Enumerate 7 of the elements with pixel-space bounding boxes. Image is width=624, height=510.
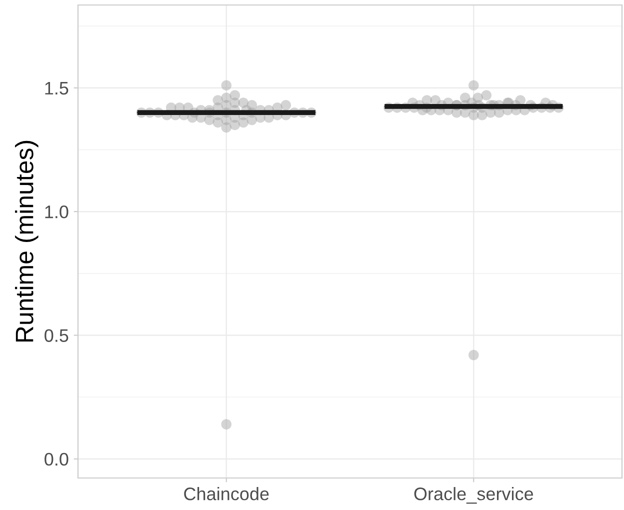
x-tick-label: Oracle_service bbox=[414, 487, 534, 504]
x-tick-label: Chaincode bbox=[184, 487, 269, 500]
y-tick-label: 1.5 bbox=[45, 82, 68, 95]
y-tick-label: 0.5 bbox=[44, 329, 68, 342]
y-tick-label: 1.0 bbox=[45, 206, 68, 218]
y-axis-title: Runtime (minutes) bbox=[15, 140, 38, 342]
y-tick-label: 0.0 bbox=[44, 452, 68, 466]
